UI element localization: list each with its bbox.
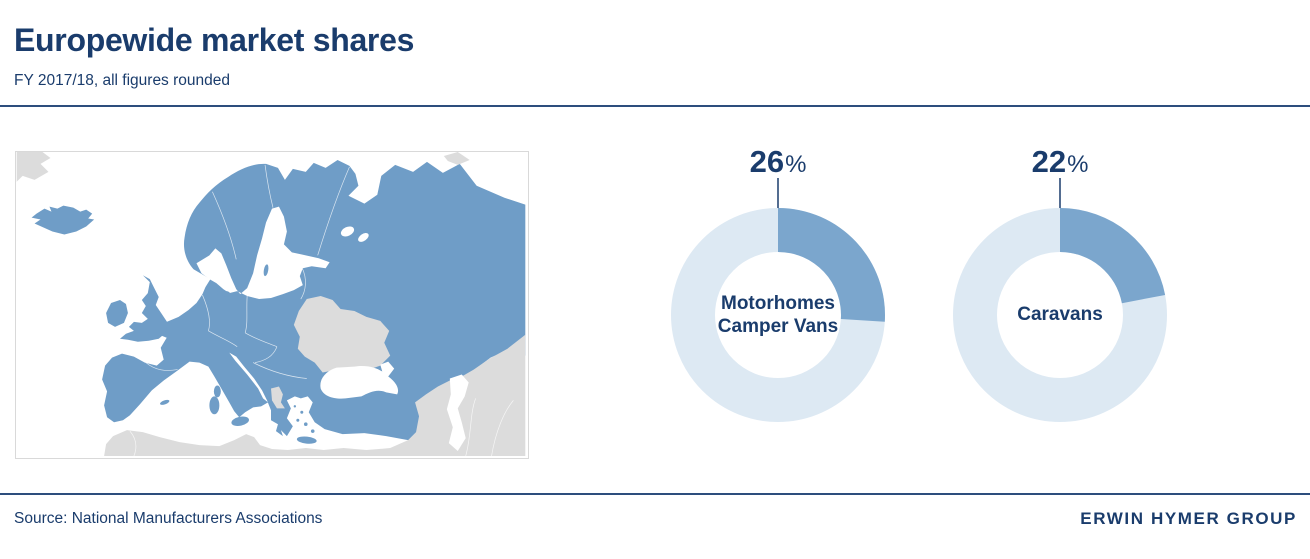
map-lake-ladoga (340, 226, 355, 237)
map-crete (296, 436, 317, 444)
page-subtitle: FY 2017/18, all figures rounded (14, 72, 231, 89)
map-belarus-ukraine-region (293, 296, 391, 373)
map-rhodes (310, 429, 315, 433)
europe-market-map (15, 151, 529, 459)
map-gotland (263, 264, 269, 277)
footer-divider (0, 493, 1310, 495)
donut-value-slice (1060, 208, 1166, 304)
donut-center-label: Motorhomes Camper Vans (718, 293, 838, 337)
map-aegean-island (303, 422, 308, 426)
map-aegean-island (293, 405, 297, 408)
header-divider (0, 105, 1310, 107)
map-lake-onega (358, 232, 369, 242)
donut-value-slice (778, 208, 885, 322)
map-country-borders (129, 164, 514, 456)
map-africa-middleeast-region (104, 334, 526, 456)
brand-logo-text: ERWIN HYMER GROUP (1080, 509, 1297, 528)
map-great-britain (119, 275, 168, 342)
map-zealand (222, 291, 231, 298)
map-greenland-corner (16, 152, 51, 182)
donut-value-label: 22% (1032, 144, 1089, 179)
map-albania-region (271, 386, 285, 409)
map-iceland (31, 205, 95, 235)
map-sardinia (209, 396, 220, 415)
europe-map-svg (16, 152, 526, 456)
map-aegean-island (300, 410, 304, 414)
map-aegean-island (296, 418, 300, 422)
map-funen (216, 290, 222, 296)
map-ireland (106, 300, 128, 327)
donut-value-label: 26% (750, 144, 807, 179)
donut-center-label: Caravans (1017, 304, 1103, 325)
map-caspian-sea (446, 374, 469, 452)
map-baltic-sea (196, 206, 330, 300)
donut-chart-caravans: 22% Caravans (953, 144, 1167, 422)
donut-chart-motorhomes: 26% Motorhomes Camper Vans (671, 144, 885, 422)
map-arctic-sea (471, 152, 526, 198)
page-title: Europewide market shares (14, 22, 415, 58)
source-note: Source: National Manufacturers Associati… (14, 510, 323, 527)
map-black-sea (320, 361, 399, 399)
map-balearics (159, 399, 170, 405)
map-sicily (231, 416, 249, 426)
map-novaya-zemlya (443, 152, 470, 165)
map-corsica (213, 385, 221, 398)
